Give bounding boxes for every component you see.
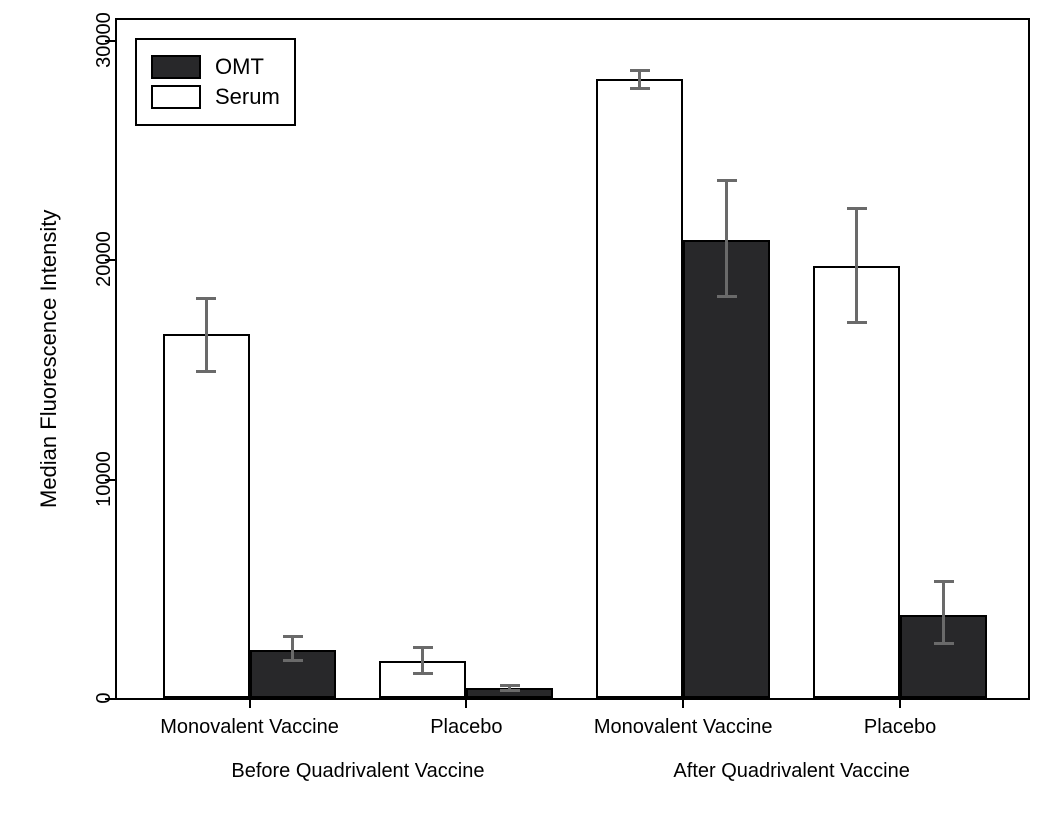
chart-container: Median Fluorescence Intensity OMT Serum … [0, 0, 1050, 827]
legend-label-serum: Serum [215, 84, 280, 110]
section-label-before: Before Quadrivalent Vaccine [158, 760, 558, 783]
y-axis-title: Median Fluorescence Intensity [36, 210, 62, 508]
error-cap-lower [500, 689, 520, 692]
error-cap-lower [196, 370, 216, 373]
error-bar [855, 209, 858, 323]
error-cap-upper [630, 69, 650, 72]
error-cap-upper [413, 646, 433, 649]
legend-label-omt: OMT [215, 54, 264, 80]
x-group-label: Placebo [790, 716, 1010, 739]
error-cap-lower [847, 321, 867, 324]
error-cap-lower [283, 659, 303, 662]
error-cap-lower [717, 295, 737, 298]
error-bar [725, 180, 728, 296]
right-axis-line [1028, 18, 1030, 698]
y-axis-line [115, 18, 117, 698]
legend-item-serum: Serum [151, 84, 280, 110]
error-cap-lower [630, 87, 650, 90]
x-tick [249, 698, 251, 708]
section-label-after: After Quadrivalent Vaccine [592, 760, 992, 783]
error-cap-lower [413, 672, 433, 675]
error-cap-lower [934, 642, 954, 645]
top-axis-line [115, 18, 1030, 20]
bar-after_placebo-serum [813, 266, 900, 698]
y-tick-label: 0 [93, 658, 116, 738]
x-group-label: Placebo [356, 716, 576, 739]
error-cap-upper [283, 635, 303, 638]
legend-swatch-serum [151, 85, 201, 109]
legend-swatch-omt [151, 55, 201, 79]
bar-after_mono-omt [683, 240, 770, 698]
x-tick [682, 698, 684, 708]
x-group-label: Monovalent Vaccine [573, 716, 793, 739]
legend: OMT Serum [135, 38, 296, 126]
x-group-label: Monovalent Vaccine [140, 716, 360, 739]
error-cap-upper [500, 684, 520, 687]
x-tick [899, 698, 901, 708]
bar-before_mono-serum [163, 334, 250, 698]
error-cap-upper [717, 179, 737, 182]
error-bar [942, 582, 945, 643]
bar-after_mono-serum [596, 79, 683, 698]
error-bar [421, 648, 424, 674]
y-tick-label: 20000 [93, 219, 116, 299]
y-tick-label: 30000 [93, 0, 116, 80]
error-cap-upper [847, 207, 867, 210]
x-tick [465, 698, 467, 708]
legend-item-omt: OMT [151, 54, 280, 80]
error-bar [291, 637, 294, 661]
y-tick-label: 10000 [93, 439, 116, 519]
error-bar [638, 71, 641, 89]
error-bar [205, 299, 208, 371]
error-cap-upper [934, 580, 954, 583]
error-cap-upper [196, 297, 216, 300]
x-axis-line [115, 698, 1030, 700]
